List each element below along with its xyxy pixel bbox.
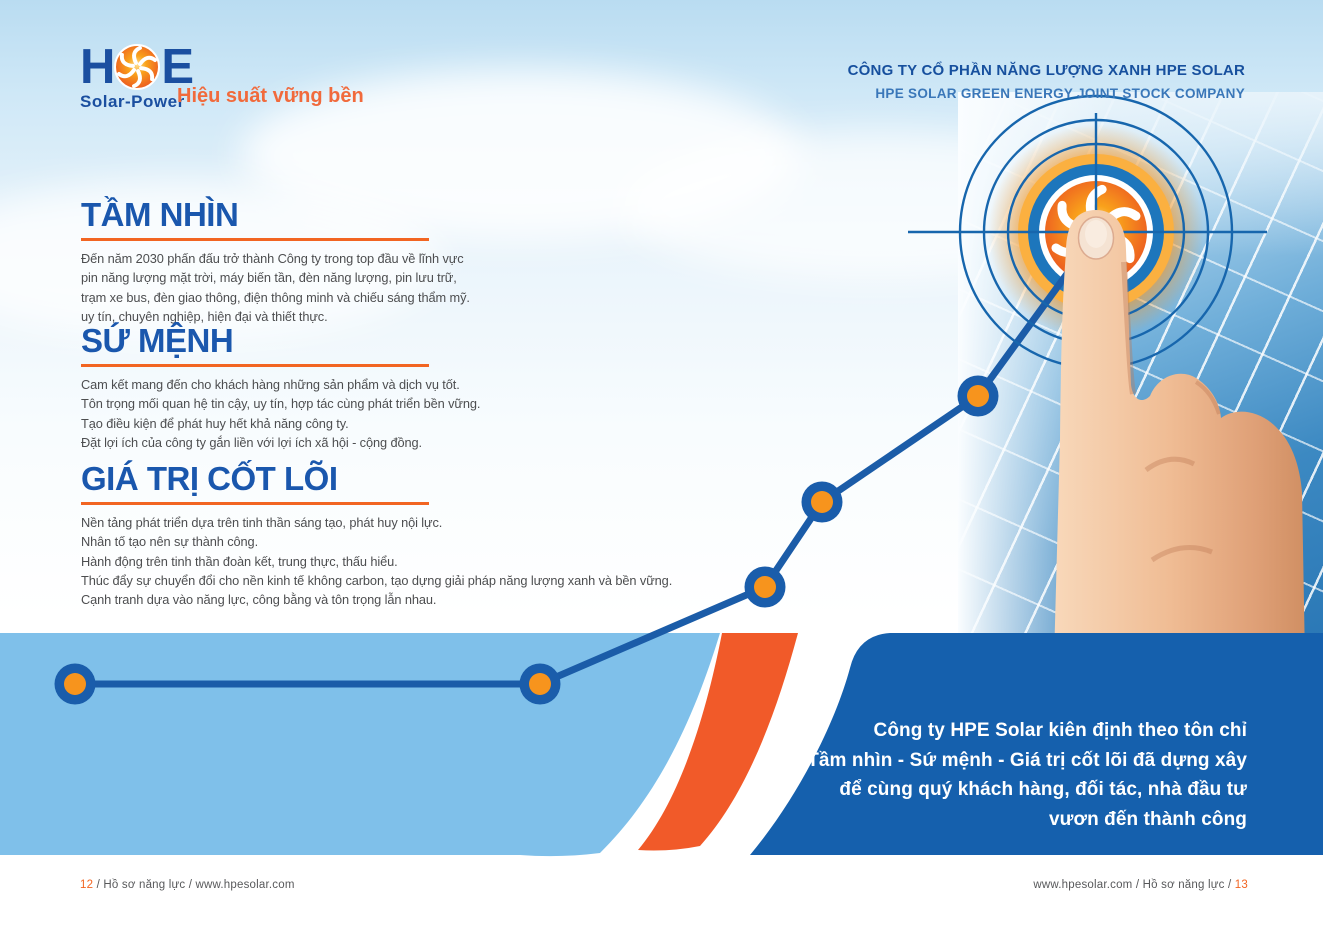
body-line: Đến năm 2030 phấn đấu trở thành Công ty … — [81, 250, 464, 266]
footer-left: 12 / Hồ sơ năng lực / www.hpesolar.com — [80, 879, 295, 891]
light-blue-band — [0, 633, 720, 857]
growth-point — [519, 663, 561, 705]
section-underline — [81, 501, 429, 505]
footer-left-text: / Hồ sơ năng lực / www.hpesolar.com — [93, 879, 295, 891]
page-number-right: 13 — [1234, 879, 1248, 891]
growth-point — [744, 566, 786, 608]
section-vision: TẦM NHÌN Đến năm 2030 phấn đấu trở thành… — [81, 196, 470, 326]
body-line: Nền tảng phát triển dựa trên tinh thần s… — [81, 514, 443, 530]
body-line: uy tín, chuyên nghiệp, hiện đại và thiết… — [81, 308, 328, 324]
body-line: Đặt lợi ích của công ty gắn liền với lợi… — [81, 434, 423, 450]
body-line: trạm xe bus, đèn giao thông, điện thông … — [81, 289, 470, 305]
section-body-mission: Cam kết mang đến cho khách hàng những sả… — [81, 375, 480, 452]
company-quote: Công ty HPE Solar kiên định theo tôn chỉ… — [807, 716, 1247, 834]
orange-swoosh — [638, 633, 798, 851]
section-body-core-values: Nền tảng phát triển dựa trên tinh thần s… — [81, 513, 672, 609]
page-number-left: 12 — [80, 879, 94, 891]
body-line: Thúc đẩy sự chuyển đổi cho nền kinh tế k… — [81, 572, 673, 588]
cloud-decoration — [0, 180, 440, 340]
solar-panel-fade — [958, 92, 1323, 638]
body-line: Tôn trọng mối quan hệ tin cậy, uy tín, h… — [81, 396, 481, 412]
section-title-mission: SỨ MỆNH — [81, 322, 234, 359]
quote-line: vươn đến thành công — [1048, 808, 1247, 830]
section-core-values: GIÁ TRỊ CỐT LÕI Nền tảng phát triển dựa … — [81, 460, 672, 609]
body-line: pin năng lượng mặt trời, máy biến tần, đ… — [81, 270, 457, 286]
quote-line: Công ty HPE Solar kiên định theo tôn chỉ — [873, 720, 1247, 741]
body-line: Cam kết mang đến cho khách hàng những sả… — [81, 376, 460, 392]
body-line: Hành động trên tinh thần đoàn kết, trung… — [81, 553, 398, 569]
logo-letter-h: H — [80, 40, 115, 94]
body-line: Tạo điều kiện để phát huy hết khả năng c… — [81, 415, 349, 431]
section-underline — [81, 363, 429, 367]
section-underline — [81, 237, 429, 241]
body-line: Cạnh tranh dựa vào năng lực, công bằng v… — [81, 592, 437, 608]
body-line: Nhân tố tạo nên sự thành công. — [81, 534, 259, 550]
section-title-core-values: GIÁ TRỊ CỐT LÕI — [81, 460, 338, 497]
section-body-vision: Đến năm 2030 phấn đấu trở thành Công ty … — [81, 249, 470, 326]
quote-line: Tầm nhìn - Sứ mệnh - Giá trị cốt lõi đã … — [807, 749, 1247, 771]
footer-right-text: www.hpesolar.com / Hồ sơ năng lực / — [1033, 879, 1235, 891]
section-title-vision: TẦM NHÌN — [81, 196, 239, 233]
logo-letter-e: E — [161, 40, 194, 94]
company-name-english: HPE SOLAR GREEN ENERGY JOINT STOCK COMPA… — [875, 86, 1245, 101]
footer-right: www.hpesolar.com / Hồ sơ năng lực / 13 — [1033, 879, 1248, 891]
company-name-vietnamese: CÔNG TY CỔ PHẦN NĂNG LƯỢNG XANH HPE SOLA… — [847, 62, 1245, 79]
logo-sun-icon — [114, 44, 161, 90]
section-mission: SỨ MỆNH Cam kết mang đến cho khách hàng … — [81, 322, 480, 452]
company-header: CÔNG TY CỔ PHẦN NĂNG LƯỢNG XANH HPE SOLA… — [848, 62, 1245, 101]
logo-subtitle: Solar-Power — [80, 92, 185, 111]
quote-line: để cùng quý khách hàng, đối tác, nhà đầu… — [839, 779, 1247, 800]
growth-point — [54, 663, 96, 705]
brand-tagline: Hiệu suất vững bền — [177, 85, 364, 107]
growth-point — [801, 481, 843, 523]
hpe-logo: H E Solar-Power — [80, 40, 194, 112]
